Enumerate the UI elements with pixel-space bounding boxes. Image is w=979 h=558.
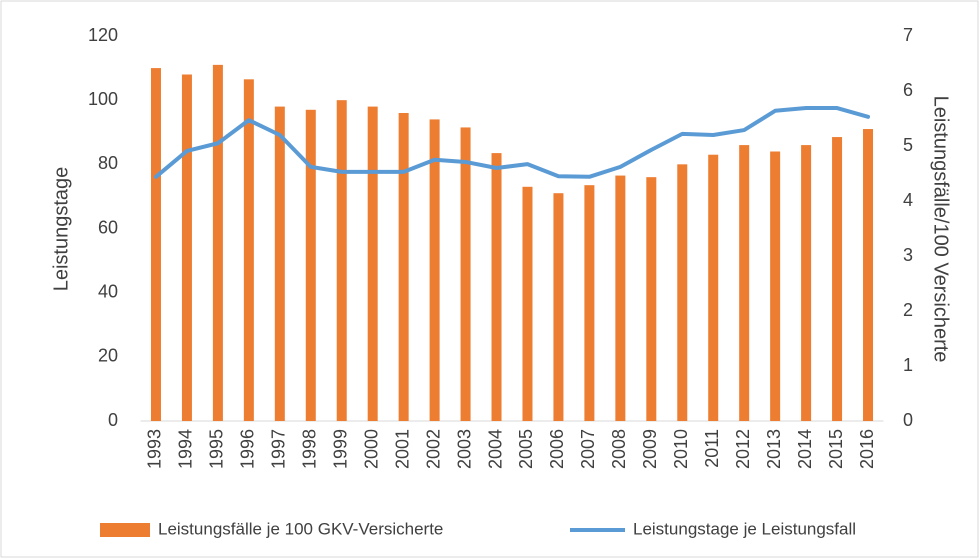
x-tick-label: 2003 [454,429,474,469]
bar [398,113,409,421]
bar [243,79,254,421]
bar [708,154,719,422]
bar [584,185,595,421]
bar [677,164,688,422]
legend: Leistungsfälle je 100 GKV-Versicherte Lei… [100,519,856,538]
x-tick-label: 2002 [423,429,443,469]
bar [181,74,192,421]
x-tick-label: 1998 [300,429,320,469]
x-tick-label: 1995 [207,429,227,469]
x-tick-label: 1996 [238,429,258,469]
bar [770,151,781,421]
y2-tick-label: 2 [903,300,913,320]
x-tick-label: 2008 [609,429,629,469]
x-tick-label: 1994 [176,429,196,469]
y-axis-label: Leistungstage [50,167,72,292]
y-tick-label: 20 [98,346,118,366]
bar [646,177,657,421]
bar [336,100,347,422]
x-tick-label: 2016 [857,429,877,469]
bar [150,68,161,421]
y2-tick-label: 0 [903,410,913,430]
bar [615,175,626,421]
y2-tick-label: 7 [903,25,913,45]
x-tick-label: 2013 [764,429,784,469]
x-tick-label: 2000 [361,429,381,469]
bar [739,145,750,422]
legend-label: Leistungstage je Leistungsfall [633,519,856,538]
x-tick-label: 2011 [702,429,722,468]
x-tick-label: 2015 [826,429,846,469]
x-tick-label: 2001 [392,429,412,469]
bar [522,186,533,421]
y-tick-label: 100 [88,89,118,109]
x-tick-label: 2005 [516,429,536,469]
x-tick-label: 2006 [547,429,567,469]
legend-swatch [100,523,150,537]
y2-tick-label: 3 [903,245,913,265]
y-tick-label: 40 [98,281,118,301]
x-tick-label: 2007 [578,429,598,469]
bar [553,193,564,421]
x-tick-label: 1993 [145,429,165,469]
x-tick-label: 2012 [733,429,753,469]
bar [212,64,223,421]
y-tick-label: 120 [88,25,118,45]
y2-tick-label: 5 [903,135,913,155]
y2-tick-label: 1 [903,355,913,375]
x-tick-label: 2009 [640,429,660,469]
bar [460,127,471,421]
bar [863,129,874,421]
y2-tick-label: 4 [903,190,913,210]
bar [305,109,316,422]
bar [367,106,378,421]
bar [429,119,440,422]
bar [491,153,502,421]
line [153,106,871,179]
legend-label: Leistungsfälle je 100 GKV-Versicherte [158,519,443,538]
y-tick-label: 80 [98,153,118,173]
x-tick-label: 2014 [795,429,815,469]
bar [801,145,812,422]
y-tick-label: 60 [98,217,118,237]
y2-tick-label: 6 [903,80,913,100]
bar [832,137,843,421]
x-tick-label: 2004 [485,429,505,469]
x-tick-label: 1999 [330,429,350,469]
y-tick-label: 0 [108,410,118,430]
y2-axis-label: Leistungsfälle/100 Versicherte [930,96,952,363]
bar [274,106,285,421]
x-tick-label: 1997 [269,429,289,469]
x-tick-label: 2010 [671,429,691,469]
